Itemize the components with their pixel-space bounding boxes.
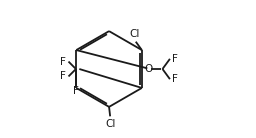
Text: F: F — [172, 54, 178, 64]
Text: F: F — [60, 71, 66, 81]
Text: F: F — [73, 86, 79, 96]
Text: Cl: Cl — [129, 29, 140, 39]
Text: O: O — [145, 64, 153, 74]
Text: F: F — [172, 74, 178, 84]
Text: F: F — [60, 57, 66, 67]
Text: Cl: Cl — [105, 119, 116, 129]
